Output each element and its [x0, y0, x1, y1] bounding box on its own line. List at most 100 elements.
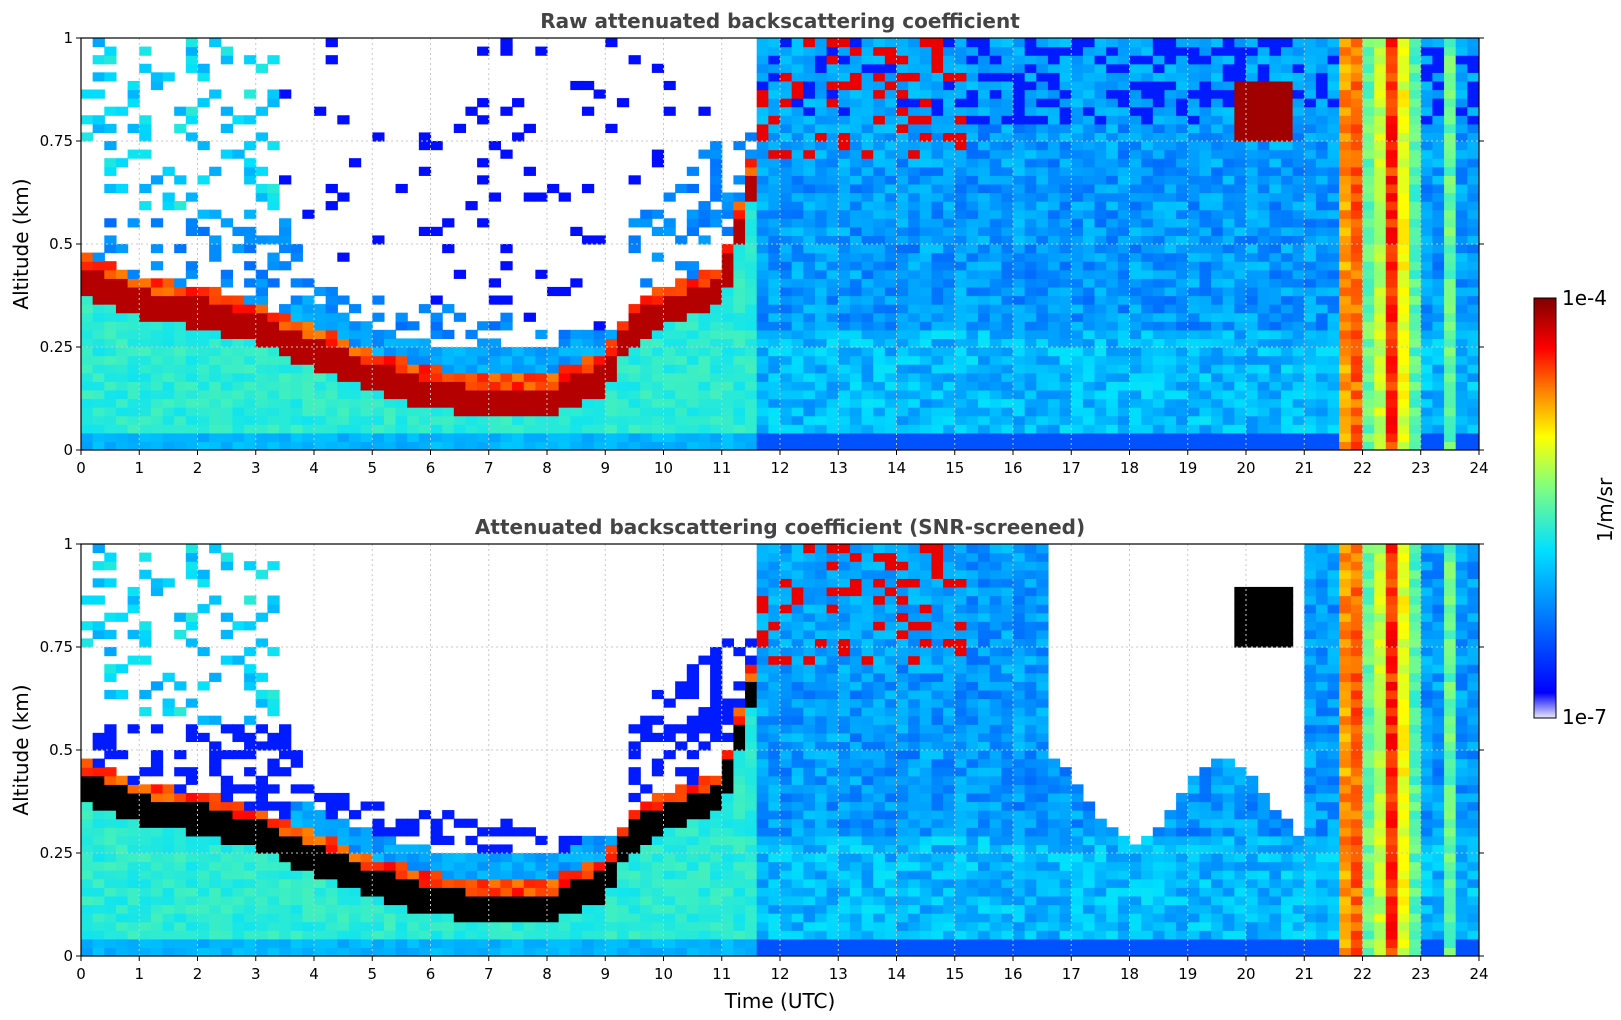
heatmap-cell — [978, 192, 991, 202]
heatmap-cell — [209, 904, 222, 914]
heatmap-cell — [267, 801, 280, 811]
heatmap-cell — [1152, 424, 1166, 434]
heatmap-cell — [1094, 304, 1107, 314]
heatmap-cell — [1409, 201, 1422, 211]
heatmap-cell — [255, 827, 268, 837]
heatmap-cell — [803, 424, 816, 434]
heatmap-cell — [139, 818, 152, 828]
heatmap-cell — [500, 295, 513, 305]
heatmap-cell — [978, 98, 991, 108]
heatmap-cell — [1432, 389, 1445, 400]
heatmap-cell — [81, 844, 94, 854]
heatmap-cell — [1164, 201, 1177, 211]
heatmap-cell — [838, 286, 851, 297]
heatmap-cell — [139, 844, 152, 854]
heatmap-cell — [535, 381, 548, 391]
heatmap-cell — [1269, 141, 1282, 151]
heatmap-cell — [197, 578, 210, 588]
heatmap-cell — [1222, 201, 1235, 211]
heatmap-cell — [710, 192, 723, 202]
heatmap-cell — [115, 244, 129, 254]
heatmap-cell — [1106, 80, 1119, 91]
heatmap-cell — [1059, 98, 1072, 108]
heatmap-cell — [838, 166, 851, 176]
heatmap-cell — [104, 938, 117, 949]
heatmap-cell — [1467, 407, 1479, 417]
heatmap-cell — [570, 355, 583, 365]
heatmap-cell — [1211, 89, 1224, 99]
heatmap-cell — [255, 407, 268, 417]
heatmap-cell — [1001, 218, 1014, 228]
heatmap-cell — [849, 55, 863, 65]
heatmap-cell — [220, 278, 234, 288]
heatmap-cell — [884, 123, 898, 134]
heatmap-cell — [966, 269, 979, 279]
heatmap-cell — [1246, 201, 1259, 211]
heatmap-cell — [255, 381, 268, 391]
heatmap-cell — [127, 844, 140, 854]
heatmap-cell — [978, 372, 991, 382]
heatmap-cell — [733, 261, 746, 271]
heatmap-cell — [768, 295, 781, 305]
heatmap-cell — [139, 552, 152, 562]
heatmap-cell — [267, 389, 280, 400]
heatmap-cell — [279, 861, 292, 871]
heatmap-cell — [1082, 329, 1096, 340]
heatmap-cell — [1117, 226, 1131, 237]
heatmap-cell — [255, 355, 268, 365]
heatmap-cell — [1152, 158, 1166, 168]
heatmap-cell — [1024, 175, 1037, 185]
heatmap-cell — [826, 218, 839, 228]
heatmap-cell — [1292, 321, 1305, 331]
heatmap-cell — [115, 878, 129, 888]
heatmap-cell — [896, 115, 909, 125]
heatmap-cell — [581, 398, 595, 408]
heatmap-cell — [337, 347, 350, 357]
heatmap-cell — [884, 149, 898, 159]
heatmap-cell — [873, 158, 886, 168]
heatmap-cell — [1339, 355, 1352, 365]
heatmap-cell — [1269, 149, 1282, 159]
heatmap-cell — [1280, 424, 1294, 434]
heatmap-cell — [675, 364, 688, 374]
heatmap-cell — [81, 278, 94, 288]
heatmap-cell — [1071, 98, 1084, 108]
heatmap-cell — [395, 432, 408, 443]
x-tick-label: 7 — [484, 459, 494, 477]
heatmap-cell — [1141, 407, 1154, 417]
heatmap-cell — [150, 835, 164, 846]
heatmap-cell — [1467, 89, 1479, 99]
heatmap-cell — [1187, 89, 1200, 99]
heatmap-cell — [197, 904, 210, 914]
heatmap-cell — [873, 115, 886, 125]
heatmap-cell — [1315, 269, 1329, 279]
heatmap-cell — [814, 141, 828, 151]
heatmap-cell — [628, 235, 641, 245]
heatmap-cell — [512, 424, 525, 434]
heatmap-cell — [1420, 278, 1433, 288]
heatmap-cell — [1304, 278, 1317, 288]
heatmap-cell — [1117, 252, 1131, 262]
heatmap-cell — [209, 861, 222, 871]
heatmap-cell — [535, 347, 548, 357]
heatmap-cell — [232, 913, 245, 923]
heatmap-cell — [780, 389, 793, 400]
heatmap-cell — [139, 569, 152, 579]
heatmap-cell — [1001, 80, 1014, 91]
heatmap-cell — [873, 123, 886, 134]
heatmap-cell — [290, 432, 303, 443]
heatmap-cell — [919, 46, 933, 56]
heatmap-cell — [232, 801, 245, 811]
heatmap-cell — [512, 415, 525, 425]
heatmap-cell — [127, 629, 140, 640]
heatmap-cell — [710, 441, 723, 450]
heatmap-cell — [383, 415, 397, 425]
heatmap-cell — [1432, 218, 1445, 228]
heatmap-cell — [1444, 209, 1457, 219]
heatmap-cell — [1199, 201, 1212, 211]
heatmap-cell — [978, 80, 991, 91]
heatmap-cell — [1246, 244, 1259, 254]
heatmap-cell — [1444, 381, 1457, 391]
heatmap-cell — [81, 758, 94, 768]
heatmap-cell — [908, 123, 921, 134]
